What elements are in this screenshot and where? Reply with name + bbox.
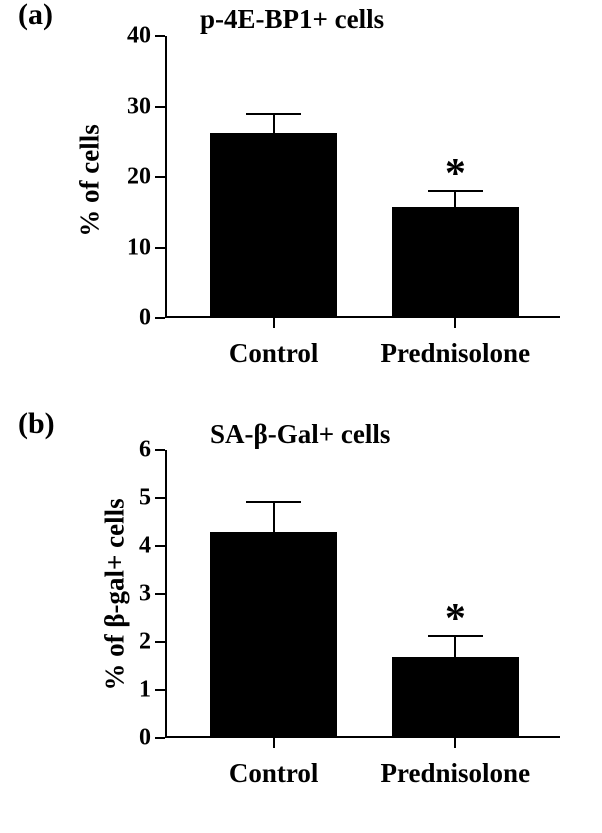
chart-b-inner: 0123456ControlPrednisolone* bbox=[165, 450, 560, 738]
panel-a: (a) p-4E-BP1+ cells 010203040ControlPred… bbox=[0, 0, 602, 405]
significance-marker: * bbox=[425, 598, 485, 640]
ylabel-b: % of β-gal+ cells bbox=[100, 470, 131, 720]
ytick-label: 0 bbox=[139, 725, 165, 752]
error-bar-cap bbox=[246, 501, 301, 503]
ytick-label: 5 bbox=[139, 485, 165, 512]
page: (a) p-4E-BP1+ cells 010203040ControlPred… bbox=[0, 0, 602, 833]
ytick-label: 40 bbox=[127, 23, 165, 50]
error-bar-stem bbox=[273, 502, 275, 532]
ylabel-a: % of cells bbox=[75, 81, 106, 281]
ytick-label: 6 bbox=[139, 437, 165, 464]
xtick bbox=[454, 318, 456, 328]
panel-a-label: (a) bbox=[18, 0, 53, 30]
bar bbox=[210, 532, 336, 738]
ytick-label: 4 bbox=[139, 533, 165, 560]
significance-marker: * bbox=[425, 153, 485, 195]
xtick bbox=[273, 318, 275, 328]
panel-b-title: SA-β-Gal+ cells bbox=[210, 419, 390, 450]
ytick-label: 20 bbox=[127, 164, 165, 191]
ytick-label: 30 bbox=[127, 93, 165, 120]
error-bar-stem bbox=[273, 114, 275, 133]
panel-b: (b) SA-β-Gal+ cells 0123456ControlPredni… bbox=[0, 405, 602, 833]
chart-a: 010203040ControlPrednisolone* bbox=[165, 36, 560, 318]
bar bbox=[392, 657, 518, 738]
bar bbox=[392, 207, 518, 318]
chart-a-inner: 010203040ControlPrednisolone* bbox=[165, 36, 560, 318]
bar bbox=[210, 133, 336, 318]
ytick-label: 1 bbox=[139, 677, 165, 704]
y-axis bbox=[165, 450, 167, 738]
ytick-label: 3 bbox=[139, 581, 165, 608]
ytick-label: 0 bbox=[139, 305, 165, 332]
chart-b: 0123456ControlPrednisolone* bbox=[165, 450, 560, 738]
ytick-label: 10 bbox=[127, 234, 165, 261]
panel-a-title: p-4E-BP1+ cells bbox=[200, 4, 384, 35]
xtick bbox=[454, 738, 456, 748]
ytick-label: 2 bbox=[139, 629, 165, 656]
category-label: Prednisolone bbox=[335, 338, 575, 369]
xtick bbox=[273, 738, 275, 748]
category-label: Prednisolone bbox=[335, 758, 575, 789]
y-axis bbox=[165, 36, 167, 318]
error-bar-cap bbox=[246, 113, 301, 115]
panel-b-label: (b) bbox=[18, 409, 55, 439]
